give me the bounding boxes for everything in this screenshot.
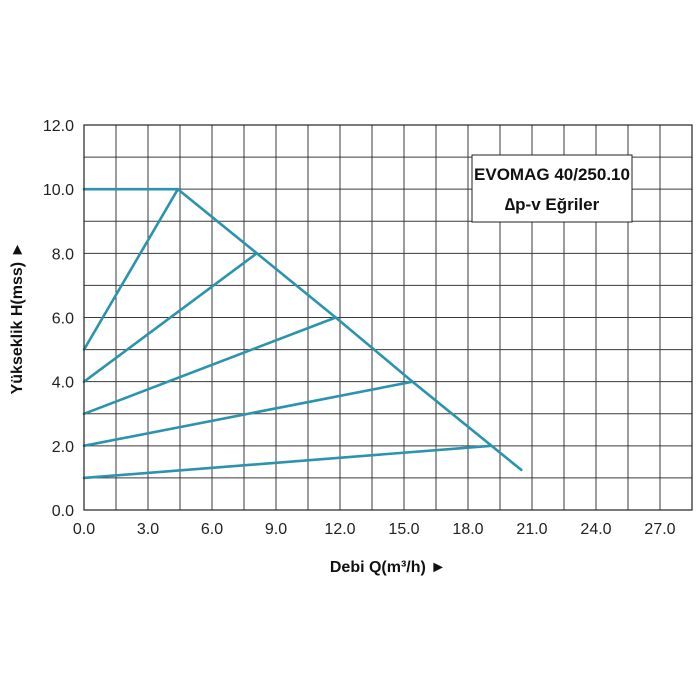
y-tick-label: 2.0 (52, 439, 74, 456)
x-tick-label: 9.0 (265, 521, 287, 538)
series-line-6 (82, 380, 414, 448)
chart-subtitle: ∆p-v Eğriler (505, 195, 600, 214)
series-line-7 (82, 444, 493, 480)
y-tick-label: 0.0 (52, 503, 74, 520)
series-layer (82, 187, 523, 480)
y-axis-title: Yükseklik H(mss) ► (9, 242, 26, 395)
y-tick-label: 12.0 (43, 118, 74, 135)
x-axis-title: Debi Q(m³/h) ► (330, 559, 446, 576)
series-line-5 (82, 316, 338, 416)
y-tick-label: 6.0 (52, 311, 74, 328)
legend-frame (471, 154, 633, 223)
x-tick-labels: 0.0 3.0 6.0 9.0 12.0 15.0 18.0 21.0 24.0 27.0 (73, 521, 676, 538)
x-tick-label: 12.0 (324, 521, 355, 538)
y-tick-label: 4.0 (52, 375, 74, 392)
series-line-2 (176, 187, 523, 472)
legend-box: EVOMAG 40/250.10 ∆p-v Eğriler (471, 154, 633, 223)
x-tick-label: 24.0 (580, 521, 611, 538)
x-tick-label: 27.0 (644, 521, 675, 538)
chart-title: EVOMAG 40/250.10 (474, 165, 630, 184)
series-line-3 (82, 187, 180, 351)
y-tick-labels: 0.0 2.0 4.0 6.0 8.0 10.0 12.0 (43, 118, 74, 520)
y-tick-label: 8.0 (52, 246, 74, 263)
x-tick-label: 15.0 (388, 521, 419, 538)
x-tick-label: 21.0 (516, 521, 547, 538)
x-tick-label: 0.0 (73, 521, 95, 538)
x-tick-label: 6.0 (201, 521, 223, 538)
x-tick-label: 3.0 (137, 521, 159, 538)
y-tick-label: 10.0 (43, 182, 74, 199)
series-line-4 (82, 252, 259, 384)
plot-frame (83, 124, 693, 511)
x-tick-label: 18.0 (452, 521, 483, 538)
